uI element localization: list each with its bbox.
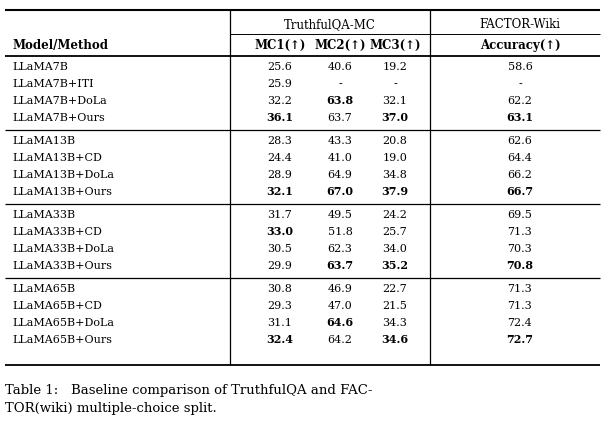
Text: Table 1:   Baseline comparison of TruthfulQA and FAC-: Table 1: Baseline comparison of Truthful… [5, 384, 373, 397]
Text: MC1(↑): MC1(↑) [254, 39, 306, 52]
Text: 31.7: 31.7 [268, 210, 292, 219]
Text: LLaMA13B+CD: LLaMA13B+CD [12, 152, 102, 162]
Text: LLaMA33B: LLaMA33B [12, 210, 75, 219]
Text: 69.5: 69.5 [508, 210, 533, 219]
Text: 71.3: 71.3 [508, 227, 533, 237]
Text: 63.1: 63.1 [506, 112, 534, 123]
Text: 25.9: 25.9 [268, 79, 292, 89]
Text: 33.0: 33.0 [267, 226, 293, 237]
Text: 71.3: 71.3 [508, 301, 533, 311]
Text: 24.4: 24.4 [268, 152, 292, 162]
Text: MC2(↑): MC2(↑) [314, 39, 366, 52]
Text: 64.6: 64.6 [326, 317, 354, 328]
Text: LLaMA13B+Ours: LLaMA13B+Ours [12, 187, 112, 197]
Text: LLaMA7B: LLaMA7B [12, 62, 68, 72]
Text: 34.3: 34.3 [382, 318, 407, 327]
Text: MC3(↑): MC3(↑) [369, 39, 421, 52]
Text: 32.1: 32.1 [267, 186, 293, 197]
Text: LLaMA7B+DoLa: LLaMA7B+DoLa [12, 95, 107, 105]
Text: 28.9: 28.9 [268, 170, 292, 180]
Text: 32.2: 32.2 [268, 95, 292, 105]
Text: 63.8: 63.8 [326, 95, 354, 106]
Text: 40.6: 40.6 [328, 62, 353, 72]
Text: Accuracy(↑): Accuracy(↑) [479, 39, 561, 52]
Text: LLaMA65B+Ours: LLaMA65B+Ours [12, 335, 112, 345]
Text: 30.5: 30.5 [268, 244, 292, 254]
Text: 72.4: 72.4 [508, 318, 533, 327]
Text: 62.3: 62.3 [328, 244, 353, 254]
Text: -: - [393, 79, 397, 89]
Text: 25.7: 25.7 [382, 227, 407, 237]
Text: 64.9: 64.9 [328, 170, 353, 180]
Text: LLaMA65B+CD: LLaMA65B+CD [12, 301, 102, 311]
Text: 22.7: 22.7 [382, 283, 407, 294]
Text: 32.1: 32.1 [382, 95, 407, 105]
Text: 71.3: 71.3 [508, 283, 533, 294]
Text: 29.9: 29.9 [268, 260, 292, 270]
Text: 37.9: 37.9 [381, 186, 409, 197]
Text: 62.6: 62.6 [508, 136, 533, 146]
Text: TruthfulQA-MC: TruthfulQA-MC [284, 18, 376, 31]
Text: 19.0: 19.0 [382, 152, 407, 162]
Text: 49.5: 49.5 [328, 210, 353, 219]
Text: 72.7: 72.7 [506, 334, 534, 345]
Text: 35.2: 35.2 [381, 260, 409, 271]
Text: LLaMA7B+Ours: LLaMA7B+Ours [12, 113, 105, 123]
Text: 63.7: 63.7 [326, 260, 354, 271]
Text: LLaMA7B+ITI: LLaMA7B+ITI [12, 79, 93, 89]
Text: 43.3: 43.3 [328, 136, 353, 146]
Text: Model/Method: Model/Method [12, 39, 108, 52]
Text: 46.9: 46.9 [328, 283, 353, 294]
Text: TOR(wiki) multiple-choice split.: TOR(wiki) multiple-choice split. [5, 402, 217, 415]
Text: 32.4: 32.4 [267, 334, 293, 345]
Text: 62.2: 62.2 [508, 95, 533, 105]
Text: 47.0: 47.0 [328, 301, 353, 311]
Text: 37.0: 37.0 [381, 112, 409, 123]
Text: 63.7: 63.7 [328, 113, 353, 123]
Text: 36.1: 36.1 [267, 112, 293, 123]
Text: -: - [338, 79, 342, 89]
Text: 24.2: 24.2 [382, 210, 407, 219]
Text: LLaMA13B+DoLa: LLaMA13B+DoLa [12, 170, 114, 180]
Text: 70.3: 70.3 [508, 244, 533, 254]
Text: 19.2: 19.2 [382, 62, 407, 72]
Text: 20.8: 20.8 [382, 136, 407, 146]
Text: LLaMA33B+DoLa: LLaMA33B+DoLa [12, 244, 114, 254]
Text: 58.6: 58.6 [508, 62, 533, 72]
Text: 66.7: 66.7 [506, 186, 534, 197]
Text: 21.5: 21.5 [382, 301, 407, 311]
Text: 34.0: 34.0 [382, 244, 407, 254]
Text: 41.0: 41.0 [328, 152, 353, 162]
Text: 70.8: 70.8 [506, 260, 534, 271]
Text: 30.8: 30.8 [268, 283, 292, 294]
Text: -: - [518, 79, 522, 89]
Text: LLaMA33B+CD: LLaMA33B+CD [12, 227, 102, 237]
Text: 34.8: 34.8 [382, 170, 407, 180]
Text: LLaMA65B+DoLa: LLaMA65B+DoLa [12, 318, 114, 327]
Text: 31.1: 31.1 [268, 318, 292, 327]
Text: 67.0: 67.0 [326, 186, 354, 197]
Text: 34.6: 34.6 [381, 334, 409, 345]
Text: 51.8: 51.8 [328, 227, 353, 237]
Text: LLaMA33B+Ours: LLaMA33B+Ours [12, 260, 112, 270]
Text: LLaMA13B: LLaMA13B [12, 136, 75, 146]
Text: 64.2: 64.2 [328, 335, 353, 345]
Text: 29.3: 29.3 [268, 301, 292, 311]
Text: FACTOR-Wiki: FACTOR-Wiki [479, 18, 561, 31]
Text: LLaMA65B: LLaMA65B [12, 283, 75, 294]
Text: 66.2: 66.2 [508, 170, 533, 180]
Text: 28.3: 28.3 [268, 136, 292, 146]
Text: 25.6: 25.6 [268, 62, 292, 72]
Text: 64.4: 64.4 [508, 152, 533, 162]
